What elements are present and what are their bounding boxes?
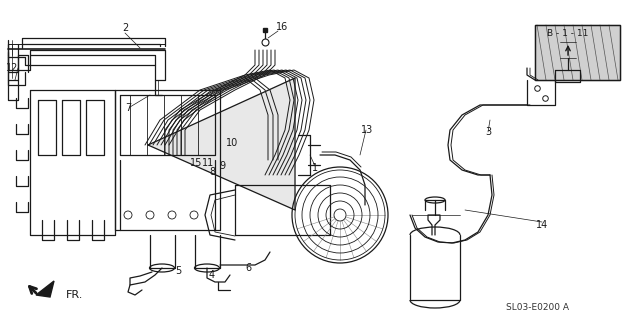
Text: 13: 13	[361, 125, 373, 135]
Text: SL03-E0200 A: SL03-E0200 A	[506, 302, 570, 311]
Text: 14: 14	[536, 220, 548, 230]
Polygon shape	[148, 78, 295, 210]
Text: FR.: FR.	[66, 290, 83, 300]
Text: 16: 16	[276, 22, 288, 32]
Text: 1: 1	[312, 163, 318, 173]
Text: 5: 5	[175, 266, 181, 276]
Text: 15: 15	[190, 158, 202, 168]
Text: 6: 6	[245, 263, 251, 273]
Text: 7: 7	[125, 103, 131, 113]
Text: 3: 3	[485, 127, 491, 137]
Text: 2: 2	[122, 23, 128, 33]
Text: 10: 10	[226, 138, 238, 148]
Text: B - 1 - 11: B - 1 - 11	[547, 28, 589, 38]
Polygon shape	[36, 281, 54, 297]
Text: 9: 9	[219, 161, 225, 171]
Text: 11: 11	[202, 158, 214, 168]
Text: 4: 4	[209, 270, 215, 280]
Text: 8: 8	[209, 167, 215, 177]
Bar	[535, 25, 620, 80]
Text: 12: 12	[6, 63, 18, 73]
Polygon shape	[535, 25, 620, 80]
